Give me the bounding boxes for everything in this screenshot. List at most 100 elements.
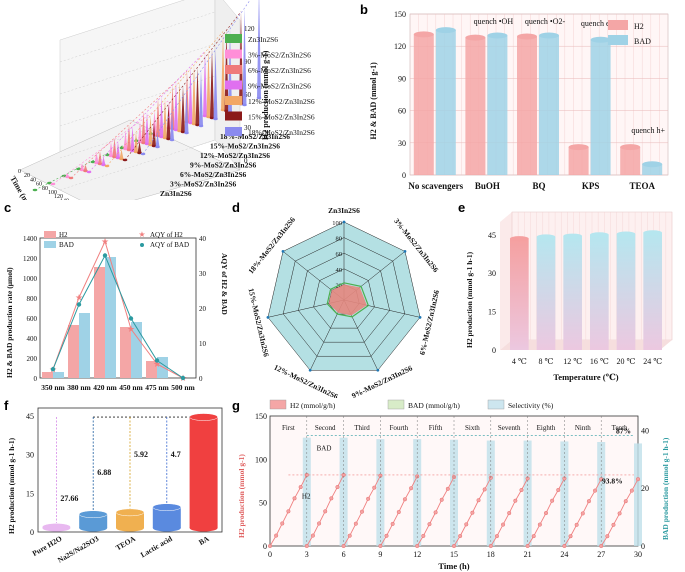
chart-a-xtick: 60 (36, 182, 42, 188)
chart-f-ylabel: H2 production (mmol g-1 h-1) (7, 437, 16, 534)
chart-c-y2tick: 30 (199, 270, 207, 278)
chart-a-zlabel: H2 production (mmol g-1) (261, 50, 270, 140)
chart-c-frame (39, 237, 197, 379)
chart-a-bar-base (155, 145, 160, 149)
chart-d-category: 15%-MoS2/Zn3In2S6 (247, 287, 271, 358)
chart-a-bar (213, 49, 218, 120)
chart-g-h2-point (427, 522, 432, 527)
chart-f-value-label: 27.66 (60, 494, 78, 503)
chart-a-bar-base (206, 115, 211, 119)
chart-b-bar (435, 30, 456, 175)
chart-c-bar (120, 327, 131, 378)
chart-g-ytick: 100 (255, 455, 267, 464)
chart-a-bar (145, 111, 149, 144)
chart-f-ytick: 30 (26, 451, 34, 460)
chart-a-gridline (59, 139, 216, 191)
chart-b-legend-label: H2 (634, 22, 644, 31)
chart-d-h2-area (328, 284, 367, 316)
chart-a-xtick: 20 (24, 173, 30, 179)
chart-f-ytick: 15 (26, 489, 34, 498)
chart-a-bar-base (137, 151, 142, 155)
chart-c-bar (79, 313, 90, 378)
chart-c-bar (68, 325, 79, 378)
chart-c-legend-label: AQY of BAD (150, 241, 189, 249)
chart-g-cycle-label: Tenth (612, 424, 628, 432)
chart-a-bar-base (155, 134, 161, 138)
chart-e-xtick: 12 ℃ (563, 357, 582, 366)
chart-g-xtick: 27 (597, 550, 605, 559)
chart-e-xtick: 24 ℃ (643, 357, 662, 366)
chart-a-legend-label: Zn3In2S6 (248, 35, 278, 44)
chart-a-bar (184, 91, 189, 133)
chart-f-xtick: Na2S/Na2SO3 (56, 534, 100, 565)
chart-c-star: ★ (101, 237, 109, 247)
chart-c-legend-swatch (44, 231, 56, 238)
chart-a-floor (19, 119, 241, 200)
chart-g-cycle-label: Ninth (575, 424, 591, 432)
chart-b-ylabel: H2 & BAD (mmol g-1) (369, 62, 378, 140)
chart-c-line (52, 240, 184, 379)
chart-a-xtick: 80 (42, 186, 48, 192)
chart-d-vertex (281, 249, 285, 253)
chart-g-h2-point (329, 496, 334, 501)
chart-a-bar (156, 97, 160, 136)
chart-a-bar (203, 51, 207, 117)
chart-a-floor-label: 18%-MoS2/Zn3In2S6 (220, 132, 290, 141)
chart-g-ylabel: H2 production (mmol g-1) (237, 454, 246, 538)
chart-a-bar (210, 48, 214, 119)
chart-a-floor-label: 6%-MoS2/Zn3In2S6 (180, 170, 247, 179)
chart-d-ring (267, 221, 421, 371)
chart-a-bar (98, 151, 102, 164)
chart-b-bar (590, 39, 611, 176)
chart-b-xtick: TEOA (629, 181, 655, 191)
chart-g-legend-swatch (387, 399, 405, 410)
chart-a-bar-base (119, 157, 124, 161)
chart-b-bar (642, 164, 663, 175)
chart-d-vertex (342, 220, 346, 224)
chart-f-bar (189, 417, 218, 528)
chart-d-rtick: 100 (332, 220, 342, 227)
chart-a-bar (181, 85, 185, 132)
chart-a-floor-label: Zn3In2S6 (160, 189, 192, 198)
chart-a-bar-base (101, 163, 106, 167)
chart-c-legend-dot (140, 243, 144, 247)
chart-a-bar (137, 141, 142, 153)
chart-g-h2-point (568, 534, 573, 539)
chart-g-bad-label: BAD (317, 445, 332, 453)
chart-a-bar (109, 142, 113, 156)
chart-e-xtick: 20 ℃ (617, 357, 636, 366)
chart-a-gridline (59, 11, 216, 63)
chart-b-xtick: BQ (532, 181, 545, 191)
chart-a-bar (199, 70, 203, 126)
chart-g-xtick: 24 (560, 550, 568, 559)
chart-g-h2-point (476, 498, 481, 503)
chart-c-bar (42, 372, 53, 378)
chart-a-bar-base (213, 117, 218, 121)
chart-a-legend-swatch (225, 127, 242, 136)
chart-g-cycle-label: Fifth (429, 424, 443, 432)
chart-g-cycle-label: Second (315, 424, 336, 432)
chart-e-xlabel: Temperature (℃) (553, 372, 618, 382)
chart-c-bar (146, 361, 157, 378)
chart-a-bar-base (105, 153, 110, 157)
chart-b-annotation: quench •OH (474, 17, 514, 26)
chart-c-ytick: 0 (34, 375, 38, 383)
chart-e-bar (616, 234, 636, 350)
chart-e-bar-top (510, 236, 529, 242)
chart-g-h2-point (501, 522, 506, 527)
chart-a-legend-label: 6%-MoS2/Zn3In2S6 (248, 66, 311, 75)
chart-a-bar-base (184, 131, 189, 135)
chart-c-point (154, 358, 160, 363)
chart-c-xtick: 450 nm (119, 383, 143, 392)
chart-f-frame (37, 407, 223, 533)
chart-c-ytick: 600 (27, 315, 38, 323)
chart-a-bar-base (130, 149, 135, 153)
chart-f-bar-base (42, 524, 71, 532)
chart-a-trend (142, 0, 251, 155)
chart-c-bar (131, 322, 142, 378)
chart-g-annotation: 93.8% (602, 477, 623, 486)
chart-g-h2-point (415, 543, 420, 548)
chart-b-bar (487, 35, 508, 175)
chart-c-star: ★ (127, 324, 135, 334)
chart-g-annotation: 87% (616, 426, 631, 435)
